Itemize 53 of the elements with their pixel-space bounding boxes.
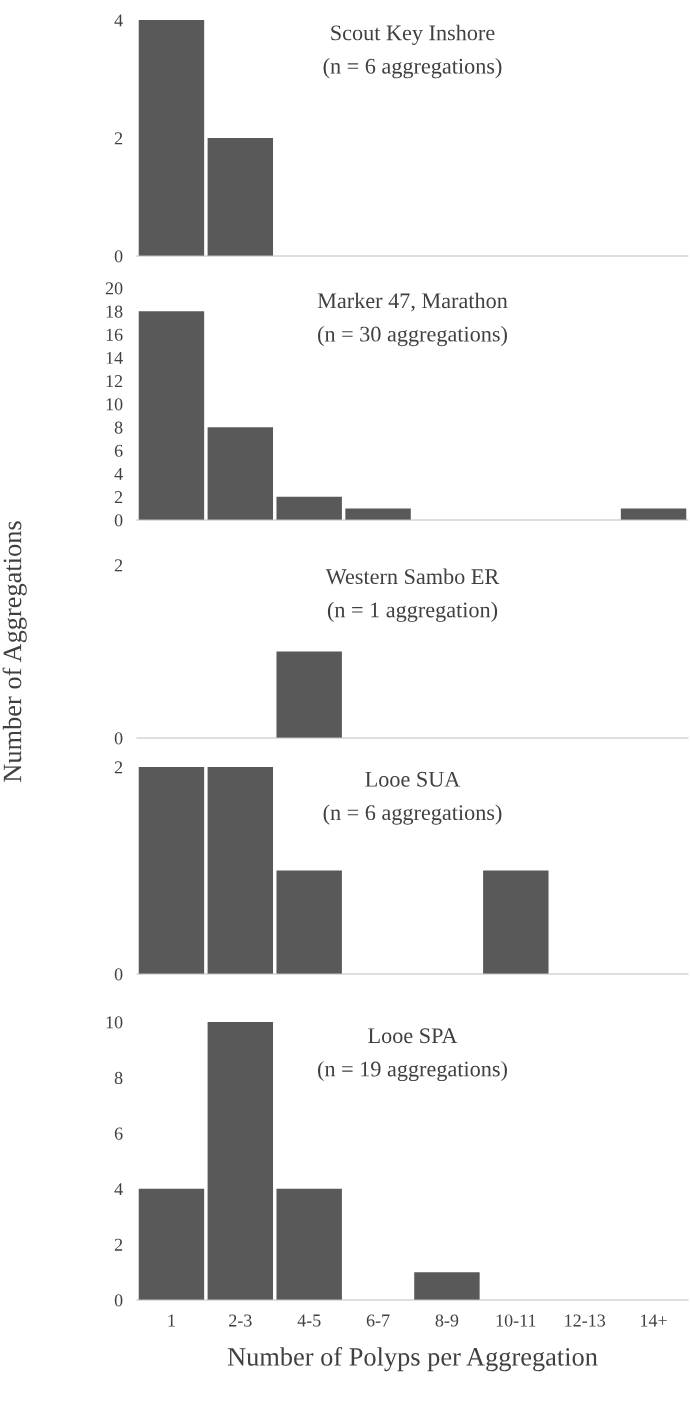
y-tick-label: 2 bbox=[114, 559, 123, 572]
y-tick-label: 4 bbox=[114, 14, 123, 27]
y-tick-label: 16 bbox=[106, 328, 123, 341]
bar bbox=[138, 311, 205, 520]
x-tick-label: 14+ bbox=[641, 1314, 667, 1327]
chart-title: Looe SUA bbox=[365, 771, 461, 787]
bar bbox=[276, 1188, 342, 1300]
y-tick-label: 2 bbox=[114, 491, 123, 504]
chart-title: Western Sambo ER bbox=[325, 568, 500, 585]
y-tick-label: 2 bbox=[114, 761, 123, 774]
text: (n = 19 aggregations) bbox=[318, 1060, 507, 1082]
bar bbox=[207, 1022, 274, 1300]
x-tick-label: 2-3 bbox=[229, 1314, 252, 1327]
text: (n = 6 aggregations) bbox=[323, 804, 502, 825]
y-tick-label: 12 bbox=[106, 375, 123, 388]
y-tick-label: 14 bbox=[106, 351, 123, 364]
x-tick-label: 10-11 bbox=[496, 1314, 536, 1327]
y-tick-label: 4 bbox=[114, 1183, 123, 1196]
x-tick-label: 8-9 bbox=[435, 1314, 459, 1327]
chart-title: Scout Key Inshore bbox=[331, 24, 495, 45]
y-tick-label: 8 bbox=[114, 1071, 123, 1085]
x-tick-label: 6-7 bbox=[366, 1314, 390, 1327]
text: (n = 1 aggregation) bbox=[327, 601, 498, 623]
y-tick-label: 20 bbox=[105, 282, 123, 295]
text: (n = 30 aggregations) bbox=[318, 325, 507, 347]
x-tick-label: 12-13 bbox=[565, 1314, 606, 1327]
y-tick-label: 2 bbox=[114, 1238, 123, 1251]
x-tick-label: 1 bbox=[168, 1314, 175, 1327]
y-tick-label: 6 bbox=[114, 444, 123, 457]
y-tick-label: 0 bbox=[114, 514, 123, 527]
bar bbox=[207, 427, 274, 520]
y-tick-label: 10 bbox=[106, 398, 123, 411]
y-tick-label: 0 bbox=[114, 1294, 123, 1307]
y-axis-title: Number of Aggregations bbox=[2, 521, 27, 782]
y-tick-label: 2 bbox=[114, 132, 123, 145]
y-tick-label: 18 bbox=[106, 305, 123, 318]
y-tick-label: 0 bbox=[114, 732, 123, 745]
bar bbox=[414, 1272, 480, 1300]
y-tick-label: 10 bbox=[106, 1016, 123, 1029]
y-tick-label: 0 bbox=[114, 968, 123, 981]
bar bbox=[138, 1188, 205, 1300]
bar bbox=[620, 508, 687, 520]
x-axis-title: Number of Polyps per Aggregation bbox=[227, 1346, 598, 1372]
text: (n = 6 aggregations) bbox=[323, 58, 502, 79]
chart-title: Marker 47, Marathon bbox=[317, 292, 508, 312]
y-tick-label: 6 bbox=[114, 1127, 123, 1140]
y-tick-label: 8 bbox=[114, 421, 123, 434]
x-tick-label: 4-5 bbox=[297, 1314, 321, 1327]
y-tick-label: 0 bbox=[114, 250, 123, 263]
y-tick-label: 4 bbox=[114, 467, 123, 480]
chart-title: Looe SPA bbox=[368, 1028, 458, 1044]
bar bbox=[345, 508, 411, 520]
bar bbox=[276, 496, 342, 520]
